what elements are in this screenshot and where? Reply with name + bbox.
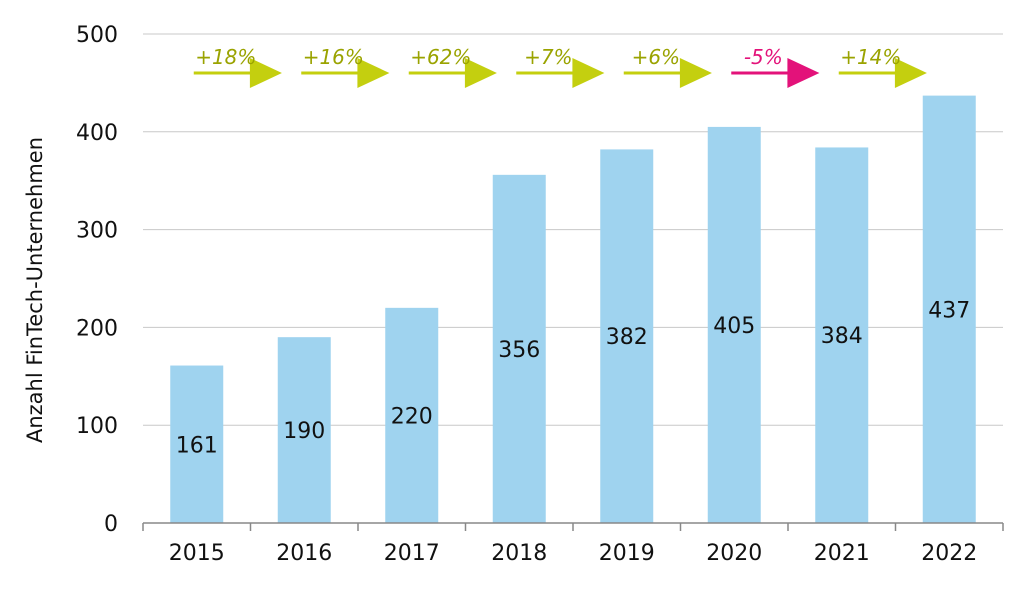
bar	[170, 365, 224, 523]
x-tick-label: 2019	[599, 541, 655, 566]
x-tick-label: 2016	[276, 541, 332, 566]
x-tick-label: 2020	[706, 541, 762, 566]
y-tick-label: 200	[76, 316, 118, 341]
data-label: 405	[713, 314, 755, 339]
growth-arrow-head	[572, 58, 605, 88]
data-label: 356	[498, 338, 540, 363]
bar	[922, 95, 976, 523]
bar	[600, 149, 654, 524]
growth-arrow-head	[894, 58, 927, 88]
growth-label: +18%	[195, 45, 256, 69]
growth-label: +7%	[524, 45, 573, 69]
x-tick-label: 2022	[921, 541, 977, 566]
bar	[707, 126, 761, 523]
y-axis-label: Anzahl FinTech-Unternehmen	[23, 137, 47, 443]
growth-arrow-head	[679, 58, 712, 88]
x-tick-label: 2018	[491, 541, 547, 566]
growth-arrows: +18% +16% +62% +7% +6% -5% +14%	[193, 45, 927, 88]
bars: 161 190 220 356 382 405 384 437	[170, 95, 976, 524]
bar	[385, 307, 439, 523]
bar	[815, 147, 869, 523]
growth-label: +6%	[632, 45, 681, 69]
axes: 0 100 200 300 400 500 2015 2016 2017 2018 2019 2020…	[76, 23, 1004, 566]
growth-arrow-head	[787, 58, 820, 88]
x-tick-label: 2015	[169, 541, 225, 566]
growth-label: +16%	[303, 45, 364, 69]
y-tick-label: 400	[76, 121, 118, 146]
gridlines	[143, 33, 1003, 426]
growth-arrow-head	[357, 58, 390, 88]
data-label: 382	[606, 325, 648, 350]
data-label: 437	[928, 298, 970, 323]
y-tick-label: 300	[76, 219, 118, 244]
bar	[492, 174, 546, 523]
data-label: 190	[283, 419, 325, 444]
y-tick-label: 500	[76, 23, 118, 48]
data-label: 220	[391, 404, 433, 429]
bar	[277, 337, 331, 523]
growth-arrow-head	[464, 58, 497, 88]
x-tick-label: 2017	[384, 541, 440, 566]
growth-label: +14%	[840, 45, 901, 69]
data-label: 161	[176, 433, 218, 458]
x-tick-label: 2021	[814, 541, 870, 566]
growth-label: -5%	[744, 45, 783, 69]
growth-label: +62%	[410, 45, 471, 69]
growth-arrow-head	[249, 58, 282, 88]
y-tick-label: 100	[76, 414, 118, 439]
y-tick-label: 0	[104, 512, 118, 537]
data-label: 384	[821, 324, 863, 349]
